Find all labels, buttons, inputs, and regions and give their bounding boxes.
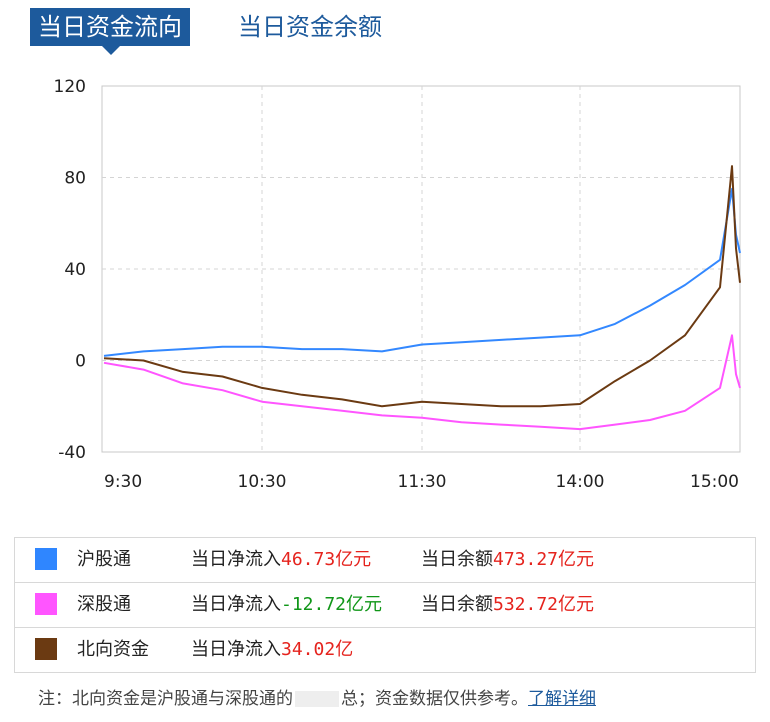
tab-daily-balance[interactable]: 当日资金余额 xyxy=(238,13,382,41)
x-tick-label: 9:30 xyxy=(104,472,142,492)
blurred-redaction xyxy=(295,691,339,707)
grid-lines xyxy=(102,86,740,452)
net-inflow-value: 34.02 xyxy=(281,639,336,660)
balance: 当日余额532.72亿元 xyxy=(421,583,594,627)
net-inflow-label: 当日净流入 xyxy=(191,549,281,570)
balance-value: 532.72 xyxy=(493,594,559,615)
y-tick-label: 0 xyxy=(75,352,86,372)
net-inflow: 当日净流入34.02亿 xyxy=(191,628,353,672)
sz-color-swatch xyxy=(35,593,57,615)
balance-label: 当日余额 xyxy=(421,594,493,615)
x-tick-label: 11:30 xyxy=(398,472,447,492)
flow-line-chart: 120 80 40 0 -40 9:30 10:30 11:30 14:00 15:00 xyxy=(54,77,741,492)
net-inflow-label: 当日净流入 xyxy=(191,639,281,660)
y-tick-label: 120 xyxy=(54,77,86,97)
net-inflow-value: -12.72 xyxy=(281,594,347,615)
legend-name: 深股通 xyxy=(77,594,131,615)
legend-row-north: 北向资金 当日净流入34.02亿 xyxy=(15,628,755,672)
x-tick-label: 15:00 xyxy=(690,472,739,492)
series-lines xyxy=(103,165,741,431)
x-axis-ticks: 9:30 10:30 11:30 14:00 15:00 xyxy=(104,472,739,492)
unit: 亿元 xyxy=(558,594,595,615)
y-axis-ticks: 120 80 40 0 -40 xyxy=(54,77,86,463)
footnote-text-2: 总；资金数据仅供参考。 xyxy=(341,689,528,709)
legend-name: 北向资金 xyxy=(77,639,149,660)
footnote-text: 注：北向资金是沪股通与深股通的 xyxy=(38,689,293,709)
balance: 当日余额473.27亿元 xyxy=(421,538,594,582)
y-tick-label: 40 xyxy=(64,260,86,280)
unit: 亿元 xyxy=(335,549,372,570)
series-line-1 xyxy=(103,334,741,431)
net-inflow-label: 当日净流入 xyxy=(191,594,281,615)
y-tick-label: 80 xyxy=(64,169,86,189)
footnote: 注：北向资金是沪股通与深股通的 总；资金数据仅供参考。了解详细 xyxy=(38,684,596,709)
plot-area xyxy=(101,85,741,453)
x-tick-label: 10:30 xyxy=(238,472,287,492)
legend-row-sz: 深股通 当日净流入-12.72亿元 当日余额532.72亿元 xyxy=(15,583,755,628)
unit: 亿元 xyxy=(558,549,595,570)
unit: 亿 xyxy=(335,639,354,660)
series-line-0 xyxy=(103,187,741,357)
legend-name: 沪股通 xyxy=(77,549,131,570)
x-tick-label: 14:00 xyxy=(556,472,605,492)
sh-color-swatch xyxy=(35,548,57,570)
north-color-swatch xyxy=(35,638,57,660)
balance-label: 当日余额 xyxy=(421,549,493,570)
series-line-2 xyxy=(103,165,741,408)
balance-value: 473.27 xyxy=(493,549,559,570)
learn-more-link[interactable]: 了解详细 xyxy=(528,689,596,709)
net-inflow: 当日净流入-12.72亿元 xyxy=(191,583,382,627)
legend-table: 沪股通 当日净流入46.73亿元 当日余额473.27亿元 深股通 当日净流入-… xyxy=(14,537,756,673)
net-inflow-value: 46.73 xyxy=(281,549,336,570)
legend-row-sh: 沪股通 当日净流入46.73亿元 当日余额473.27亿元 xyxy=(15,538,755,583)
tab-bar: 当日资金流向 当日资金余额 xyxy=(30,8,450,55)
net-inflow: 当日净流入46.73亿元 xyxy=(191,538,371,582)
tab-daily-flow[interactable]: 当日资金流向 xyxy=(30,8,190,55)
y-tick-label: -40 xyxy=(58,443,86,463)
unit: 亿元 xyxy=(346,594,383,615)
